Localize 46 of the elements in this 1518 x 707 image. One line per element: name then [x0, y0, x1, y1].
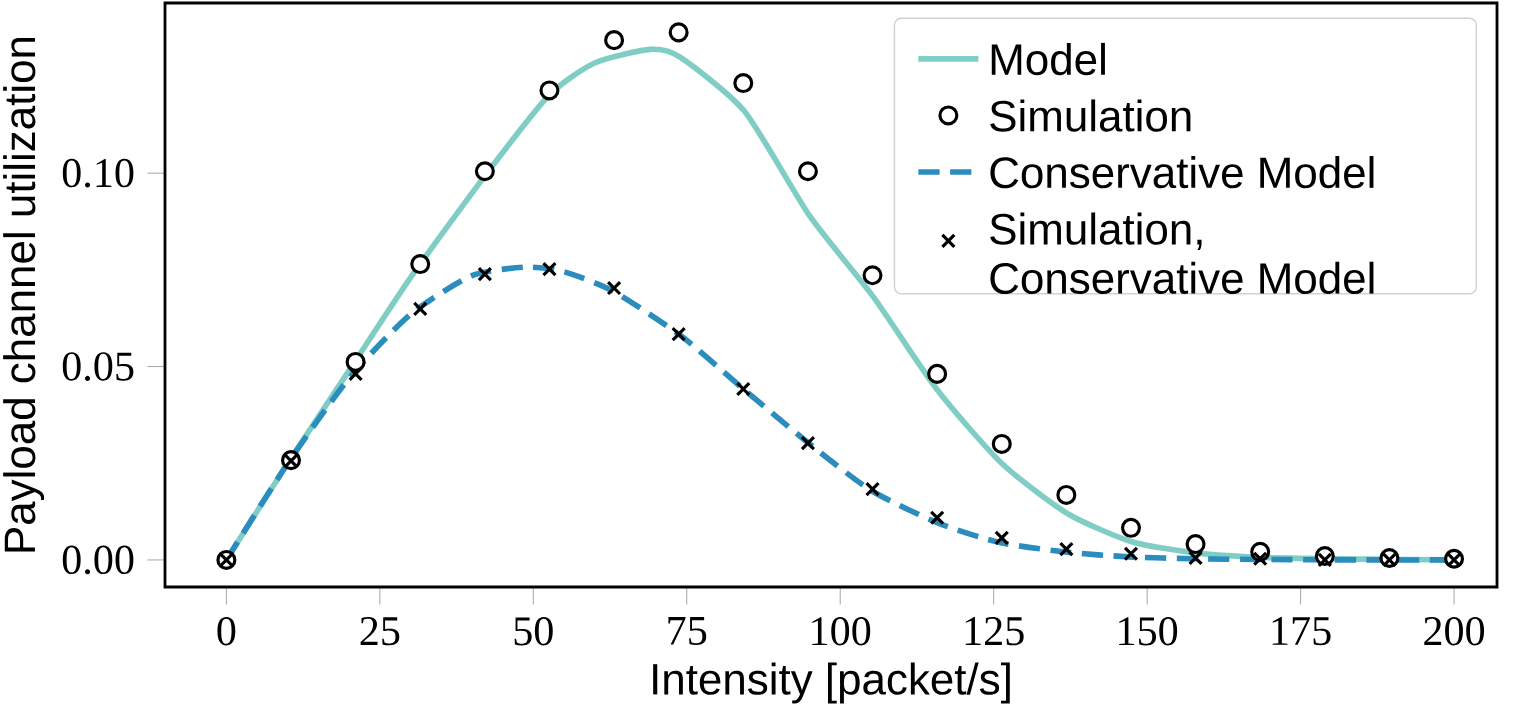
- point: [606, 280, 622, 296]
- point: [991, 433, 1012, 454]
- point: [797, 161, 818, 182]
- point: [668, 22, 689, 43]
- legend-label: Conservative Model: [990, 155, 1374, 189]
- point: [1123, 546, 1139, 562]
- y-axis-title: Payload channel utilization: [3, 37, 45, 552]
- point: [862, 265, 883, 286]
- point: [541, 261, 557, 277]
- legend-label: Simulation, Conservative Model: [990, 212, 1374, 295]
- point: [927, 363, 948, 384]
- y-tick-label: 0.00: [62, 545, 134, 575]
- point: [474, 161, 495, 182]
- x-tick-label: 50: [514, 616, 553, 646]
- point: [735, 381, 751, 397]
- y-tick-label: 0.05: [62, 352, 134, 381]
- x-tick-label: 100: [812, 616, 871, 646]
- point: [410, 254, 431, 275]
- x-tick-label: 200: [1424, 616, 1485, 646]
- point: [604, 30, 625, 51]
- x-tick-label: 125: [965, 616, 1024, 646]
- point: [733, 73, 754, 94]
- x-tick-label: 175: [1272, 617, 1331, 646]
- point: [800, 435, 816, 451]
- point: [412, 301, 428, 317]
- x-axis-title: Intensity [packet/s]: [653, 662, 1010, 704]
- point: [1058, 541, 1074, 557]
- point: [1185, 534, 1206, 555]
- point: [864, 481, 881, 497]
- point: [1056, 484, 1077, 505]
- legend-label: Model: [991, 42, 1105, 76]
- point: [345, 351, 366, 372]
- x-tick-label: 150: [1119, 616, 1178, 646]
- point: [1188, 550, 1204, 566]
- x-tick-label: 0: [217, 616, 236, 646]
- point: [994, 530, 1010, 546]
- point: [539, 80, 560, 101]
- point: [477, 266, 493, 282]
- point: [348, 366, 364, 382]
- y-tick-label: 0.10: [62, 158, 134, 188]
- x-tick-label: 25: [360, 616, 400, 646]
- x-tick-label: 75: [668, 616, 707, 645]
- point: [929, 510, 945, 526]
- legend-label: Simulation: [990, 99, 1191, 132]
- point: [1120, 517, 1142, 538]
- point: [671, 326, 687, 342]
